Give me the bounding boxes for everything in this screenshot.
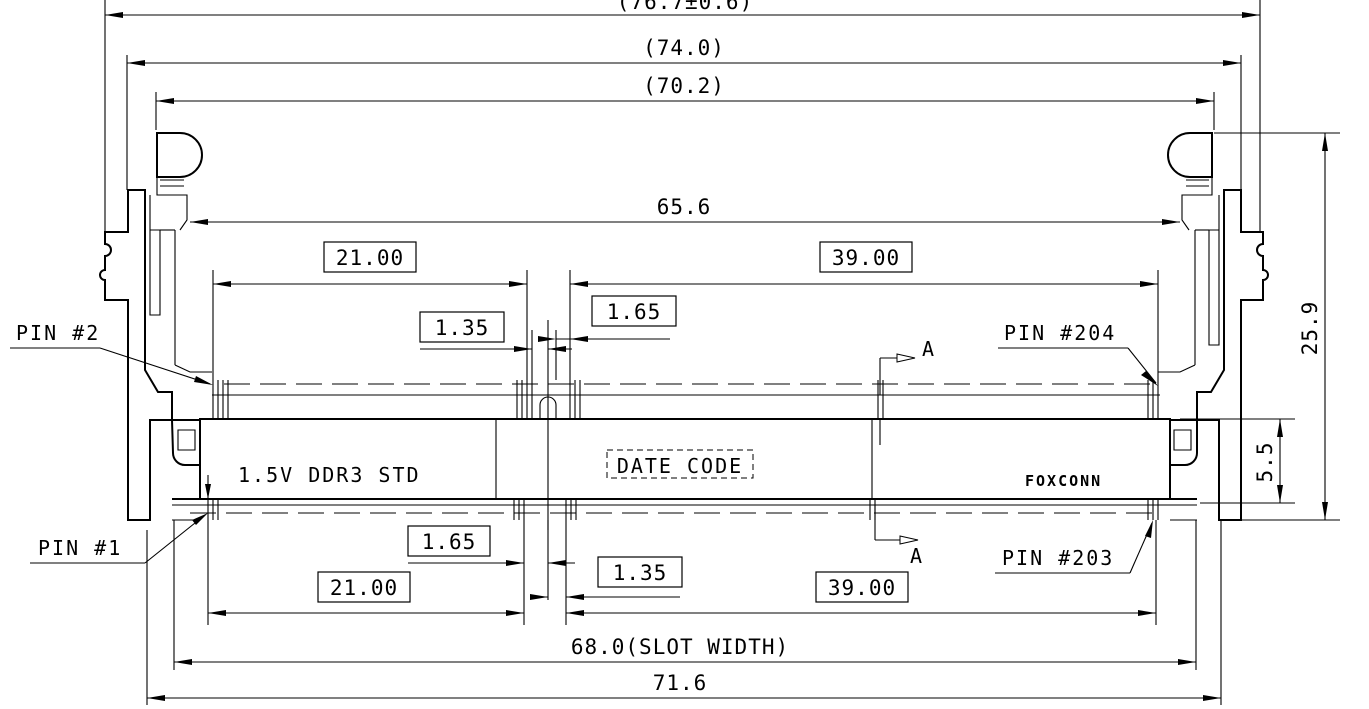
pin-1-label: PIN #1 <box>38 536 122 560</box>
date-code-label: DATE CODE <box>617 454 743 478</box>
slot-width-label: 68.0(SLOT WIDTH) <box>571 635 789 659</box>
dim-76-7-label: (76.7±0.6) <box>617 0 753 14</box>
dim-upper-39: 39.00 <box>570 241 1158 287</box>
pin-1-callout: PIN #1 <box>30 475 211 564</box>
pin-203-label: PIN #203 <box>1002 546 1114 570</box>
dim-height-5-5: 5.5 <box>1253 419 1283 503</box>
dim-height-25-9: 25.9 <box>1298 133 1328 520</box>
voltage-label: 1.5V DDR3 STD <box>238 463 421 487</box>
dim-slot-width: 68.0(SLOT WIDTH) <box>174 635 1196 665</box>
dim-upper-21: 21.00 <box>213 241 527 287</box>
dim-overall-top: (76.7±0.6) <box>105 0 1260 18</box>
brand-logo: FOXCONN <box>1025 472 1102 490</box>
dim-74-label: (74.0) <box>643 36 725 60</box>
section-marker-bottom: A <box>874 505 924 568</box>
section-marker-top: A <box>879 337 936 395</box>
dim-lower-21: 21.00 <box>208 571 524 616</box>
dim-lower-key: 1.65 1.35 <box>407 525 683 600</box>
dim-74: (74.0) <box>127 36 1241 66</box>
lower-1-65-label: 1.65 <box>422 530 477 554</box>
pin-203-callout: PIN #203 <box>995 520 1153 574</box>
dim-upper-key: 1.35 1.65 <box>419 295 677 380</box>
upper-1-65-label: 1.65 <box>607 300 662 324</box>
pin-2-callout: PIN #2 <box>10 321 213 385</box>
dim-lower-39: 39.00 <box>566 571 1156 616</box>
section-a-bottom-label: A <box>910 544 924 568</box>
right-latch <box>1158 132 1269 521</box>
upper-21-label: 21.00 <box>336 246 404 270</box>
pin-204-callout: PIN #204 <box>998 321 1158 386</box>
height-5-5-label: 5.5 <box>1253 442 1277 483</box>
pin-2-label: PIN #2 <box>16 321 100 345</box>
pin-204-label: PIN #204 <box>1004 321 1116 345</box>
dim-65-6-label: 65.6 <box>657 195 712 219</box>
dim-70-2: (70.2) <box>156 74 1214 104</box>
connector-body: 1.5V DDR3 STD DATE CODE FOXCONN <box>172 320 1197 530</box>
lower-21-label: 21.00 <box>330 576 398 600</box>
upper-39-label: 39.00 <box>832 246 900 270</box>
dim-65-6: 65.6 <box>190 195 1180 225</box>
left-latch <box>99 132 212 521</box>
dim-70-2-label: (70.2) <box>643 74 725 98</box>
dim-71-6-label: 71.6 <box>653 671 708 695</box>
section-a-top-label: A <box>922 337 936 361</box>
dim-71-6: 71.6 <box>147 671 1221 701</box>
lower-39-label: 39.00 <box>828 576 896 600</box>
upper-1-35-label: 1.35 <box>435 316 490 340</box>
lower-1-35-label: 1.35 <box>613 561 668 585</box>
height-25-9-label: 25.9 <box>1298 301 1322 356</box>
